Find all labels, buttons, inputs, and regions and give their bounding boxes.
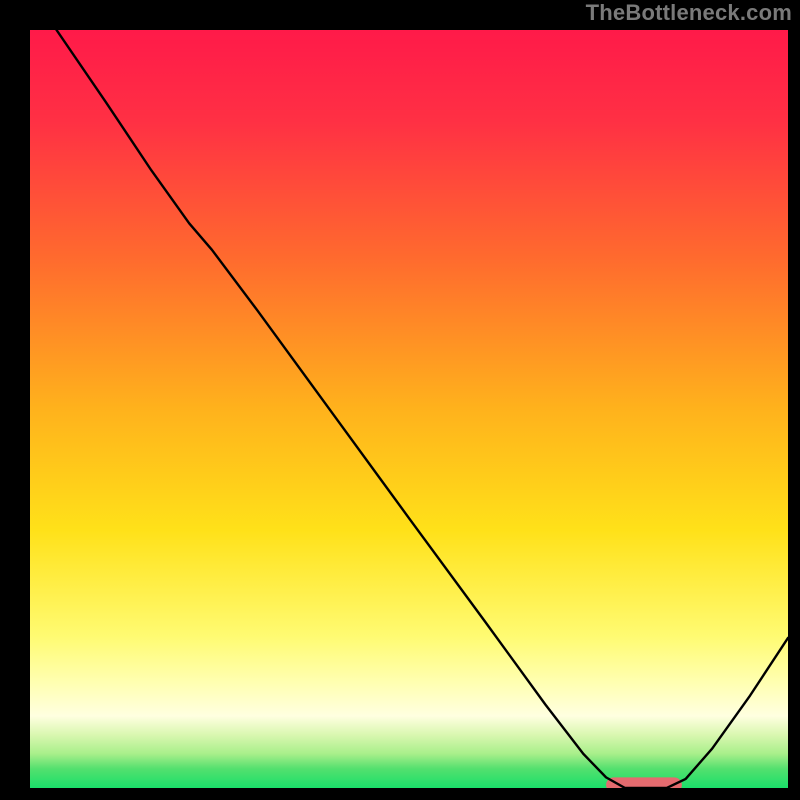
gradient-background [30,30,788,788]
watermark-text: TheBottleneck.com [586,0,792,26]
chart-svg [30,30,788,788]
plot-area [30,30,788,788]
chart-frame: TheBottleneck.com [0,0,800,800]
